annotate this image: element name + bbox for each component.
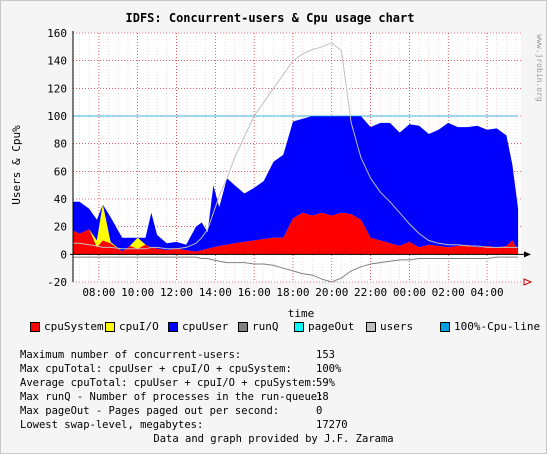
x-axis-label: time (288, 307, 315, 320)
stat-label: Average cpuTotal: cpuUser + cpuI/O + cpu… (20, 377, 318, 389)
stat-label: Maximum number of concurrent-users: (20, 349, 242, 361)
stat-label: Max runQ - Number of processes in the ru… (20, 391, 324, 403)
x-tick-label: 18:00 (276, 286, 309, 299)
area-cpusystem (73, 212, 519, 255)
x-tick-label: 04:00 (470, 286, 503, 299)
y-axis-label: Users & Cpu% (10, 125, 23, 205)
stat-value: 100% (316, 363, 342, 375)
legend-label: runQ (252, 320, 279, 333)
stat-value: 0 (316, 405, 323, 417)
y-tick-label: 20 (54, 221, 67, 234)
stat-value: 153 (316, 349, 335, 361)
x-axis-arrow-bottom (523, 278, 533, 286)
legend-swatch (168, 322, 178, 332)
x-tick-label: 22:00 (354, 286, 387, 299)
legend-swatch (294, 322, 304, 332)
x-tick-label: 02:00 (432, 286, 465, 299)
legend-label: pageOut (308, 320, 355, 333)
legend-swatch (238, 322, 248, 332)
stat-label: Lowest swap-level, megabytes: (20, 419, 204, 431)
x-axis-arrow (524, 251, 531, 258)
legend-label: cpuUser (182, 320, 229, 333)
legend-label: cpuSystem (44, 320, 104, 333)
y-tick-label: 120 (47, 82, 67, 95)
stat-label: Max cpuTotal: cpuUser + cpuI/O + cpuSyst… (20, 363, 292, 375)
stat-value: 18 (316, 391, 329, 403)
chart-title: IDFS: Concurrent-users & Cpu usage chart (126, 11, 415, 25)
x-tick-label: 08:00 (82, 286, 115, 299)
legend-swatch (30, 322, 40, 332)
y-tick-label: 160 (47, 27, 67, 40)
legend-swatch (366, 322, 376, 332)
y-tick-label: 80 (54, 138, 67, 151)
legend-label: cpuI/O (119, 320, 159, 333)
y-tick-label: 60 (54, 165, 67, 178)
stat-label: Max pageOut - Pages paged out per second… (20, 405, 280, 417)
x-tick-label: 14:00 (199, 286, 232, 299)
y-tick-label: 40 (54, 193, 67, 206)
y-tick-label: 100 (47, 110, 67, 123)
legend-label: users (380, 320, 414, 333)
line-series (73, 42, 519, 283)
x-tick-label: 10:00 (121, 286, 154, 299)
legend-label: 100%-Cpu-line (454, 320, 541, 333)
stat-value: 59% (316, 377, 335, 389)
axes: -20 0 20 40 60 80 100 120 140 160 08:00 10:00 12:00 1… (47, 27, 533, 299)
x-tick-label: 00:00 (393, 286, 426, 299)
line-users (73, 42, 519, 250)
x-tick-label: 20:00 (315, 286, 348, 299)
credit-line: Data and graph provided by J.F. Zarama (153, 433, 394, 445)
y-tick-label: 0 (60, 248, 67, 261)
x-tick-label: 12:00 (160, 286, 193, 299)
area-series (73, 116, 519, 255)
legend-swatch (440, 322, 450, 332)
x-tick-label: 16:00 (238, 286, 271, 299)
line-swap (73, 256, 519, 283)
watermark: www.jrobin.org (535, 34, 544, 102)
y-tick-label: -20 (47, 276, 67, 289)
stat-value: 17270 (316, 419, 348, 431)
y-tick-label: 140 (47, 55, 67, 68)
legend-swatch (105, 322, 115, 332)
area-cpuuser (73, 116, 519, 252)
